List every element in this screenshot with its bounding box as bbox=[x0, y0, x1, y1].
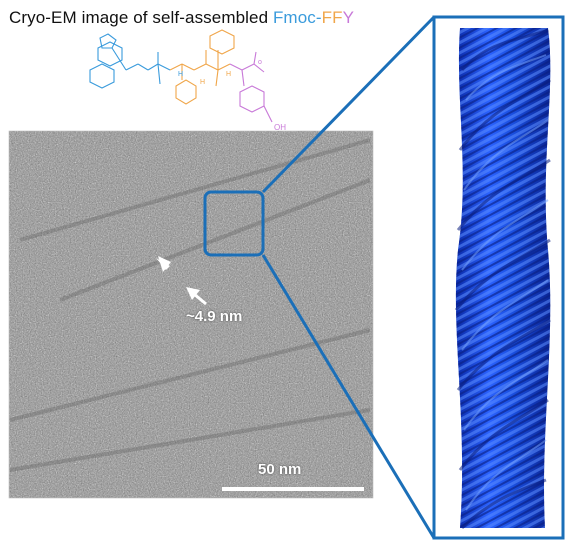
callout-line-bottom bbox=[261, 254, 436, 539]
width-arrows bbox=[156, 256, 207, 306]
title-dash: - bbox=[315, 8, 322, 27]
title-fmoc: Fmoc bbox=[272, 8, 316, 27]
cryo-em-micrograph bbox=[9, 131, 373, 498]
title-prefix: Cryo-EM image of self-assembled bbox=[9, 8, 273, 27]
oh-label: OH bbox=[274, 123, 286, 132]
callout-line-top bbox=[261, 15, 436, 194]
figure-title: Cryo-EM image of self-assembled Fmoc-FFY bbox=[9, 8, 354, 28]
zoom-box bbox=[203, 190, 265, 257]
fibril-streaks bbox=[9, 138, 371, 472]
title-ff: FF bbox=[321, 8, 343, 27]
nh-label-1: H bbox=[178, 71, 183, 78]
fmoc-group bbox=[89, 33, 171, 89]
helical-grooves bbox=[454, 28, 551, 530]
y-group bbox=[229, 51, 273, 123]
micrograph-frame bbox=[8, 130, 374, 499]
nh-label-3: H bbox=[226, 71, 231, 78]
scale-bar bbox=[222, 487, 364, 491]
helical-highlights bbox=[461, 54, 549, 511]
fibril-density-map bbox=[434, 17, 563, 538]
nh-label-2: H bbox=[200, 79, 205, 86]
ff-group bbox=[169, 29, 235, 105]
scale-bar-label: 50 nm bbox=[258, 461, 302, 478]
fibril-width-label: ~4.9 nm bbox=[186, 308, 243, 325]
density-map-frame bbox=[432, 15, 565, 540]
charge-label: o bbox=[258, 59, 262, 66]
title-y: Y bbox=[342, 8, 355, 27]
molecule-structure bbox=[89, 29, 273, 123]
